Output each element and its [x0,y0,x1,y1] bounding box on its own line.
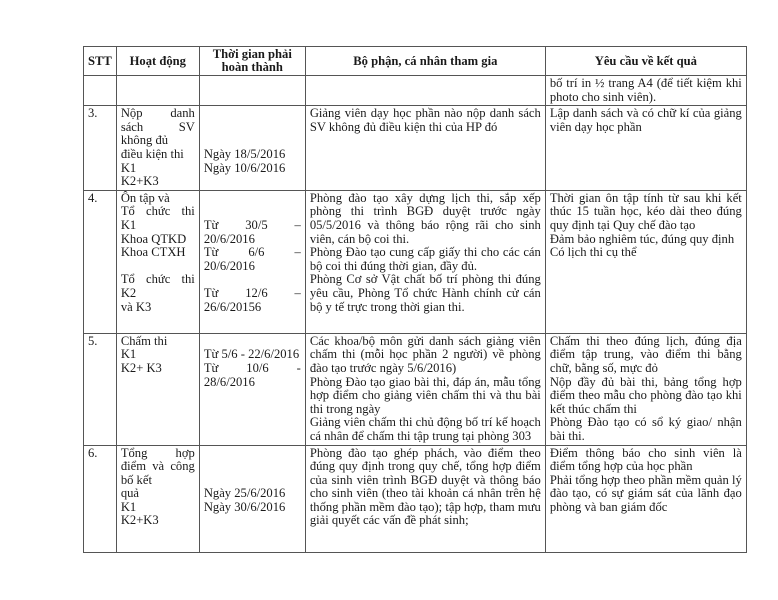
row-activity: Tổng hợp điểm và công bố kết quả K1 K2+K3 [115,444,200,553]
exam-schedule-table: STT Hoạt động Thời gian phải hoàn thành … [83,46,747,553]
cell-line: Từ 30/5 – 20/6/2016 [203,217,301,246]
row-time [198,74,306,107]
cell-line [204,134,301,148]
header-time: Thời gian phải hoàn thành [198,46,306,76]
cell-line: K2+K3 [120,513,159,528]
table-row: 4. Ôn tập và Tổ chức thi K1 Khoa QTKD Khoa C… [83,189,747,334]
cell-line [204,335,301,349]
cell-line: Ngày 30/6/2016 [203,499,286,514]
cell-line: Khoa QTKD [120,231,187,246]
cell-line: Ngày 18/5/2016 [203,146,286,161]
row-activity: Nộp danh sách SV không đủ điều kiện thi K1… [115,105,200,191]
cell-line [204,121,301,135]
row-results: Điểm thông báo cho sinh viên là điểm tổn… [544,444,747,553]
cell-line: bố trí in ½ trang A4 (để tiết kiệm khi p… [549,76,742,104]
row-stt: 6. [83,444,117,553]
row-participants: Phòng đào tạo ghép phách, vào điểm theo … [304,444,546,553]
row-time: Từ 30/5 – 20/6/2016 Từ 6/6 – 20/6/2016 Từ … [198,189,306,334]
row-results: Lập danh sách và có chữ kí của giảng viê… [544,105,747,191]
table-row: 6. Tổng hợp điểm và công bố kết quả K1 K2+K3… [83,444,747,553]
cell-line: K1 [120,160,137,175]
cell-line [204,107,301,121]
row-participants: Các khoa/bộ môn gửi danh sách giảng viên… [304,332,546,446]
row-stt: 5. [83,332,117,446]
cell-line: Từ 10/6 - 28/6/2016 [203,360,301,389]
cell-line: Từ 6/6 – 20/6/2016 [203,245,301,273]
row-activity [115,74,200,107]
cell-line: Điểm thông báo cho sinh viên là điểm tổn… [549,445,742,474]
header-activity: Hoạt động [115,46,200,76]
row-stt [83,74,117,107]
cell-line: Tổng hợp điểm và công bố kết [120,445,195,487]
cell-line: Từ 12/6 – [203,285,301,300]
table-row: 5. Chấm thi K1 K2+ K3 Từ 5/6 - 22/6/2016 Từ 1… [83,332,747,446]
cell-line: và K3 [120,299,152,314]
table-row: bố trí in ½ trang A4 (để tiết kiệm khi p… [83,74,747,107]
row-participants [304,74,546,107]
cell-line: K2+K3 [120,174,159,189]
cell-line: Có lịch thi cụ thể [549,245,637,260]
row-activity: Chấm thi K1 K2+ K3 [115,332,200,446]
cell-line [204,447,301,461]
row-participants: Phòng đào tạo xây dựng lịch thi, sắp xếp… [304,189,546,334]
header-results: Yêu cầu về kết quả [544,46,747,76]
cell-line: Ôn tập và [120,190,170,205]
cell-line [204,205,301,219]
row-time: Từ 5/6 - 22/6/2016 Từ 10/6 - 28/6/2016 [198,332,306,446]
cell-line: Nộp đầy đủ bài thi, bảng tổng hợp điểm t… [549,374,742,416]
cell-line: 26/6/20156 [203,299,262,314]
cell-line: K1 [120,347,137,362]
cell-line: Tổ chức thi K2 [120,272,195,300]
row-time: Ngày 18/5/2016 Ngày 10/6/2016 [198,105,306,191]
cell-line: Phòng Đào tạo có sổ ký giao/ nhận bài th… [549,415,742,443]
row-results: Chấm thi theo đúng lịch, đúng địa điểm t… [544,332,747,446]
row-participants: Giảng viên dạy học phần nào nộp danh sác… [304,105,546,191]
header-participants: Bộ phận, cá nhân tham gia [304,46,546,76]
cell-line: Lập danh sách và có chữ kí của giảng viê… [549,106,742,134]
cell-line: Phòng Đào tạo giao bài thi, đáp án, mẫu … [309,374,541,416]
cell-line: Phòng Cơ sở Vật chất bố trí phòng thi đú… [309,272,541,314]
cell-line [204,273,301,287]
cell-line: Đảm bảo nghiêm túc, đúng quy định [549,231,735,246]
cell-line: K1 [120,499,137,514]
row-stt: 4. [83,189,117,334]
header-row: STT Hoạt động Thời gian phải hoàn thành … [83,46,747,76]
cell-line: K2+ K3 [120,360,162,375]
header-stt: STT [83,46,117,76]
cell-line: Phòng Đào tạo cung cấp giấy thi cho các … [309,245,541,273]
cell-line: Nộp danh sách SV không đủ [120,106,195,148]
cell-line [204,474,301,488]
cell-line: Ngày 10/6/2016 [203,160,286,175]
cell-line: Phòng đào tạo ghép phách, vào điểm theo … [309,445,541,528]
cell-line: Từ 5/6 - 22/6/2016 [203,347,300,362]
row-activity: Ôn tập và Tổ chức thi K1 Khoa QTKD Khoa CTX… [115,189,200,334]
table-row: 3. Nộp danh sách SV không đủ điều kiện thi… [83,105,747,191]
cell-line: Các khoa/bộ môn gửi danh sách giảng viên… [309,333,541,375]
cell-line: Giảng viên dạy học phần nào nộp danh sác… [309,106,541,134]
cell-line [121,260,195,274]
cell-line: Ngày 25/6/2016 [203,486,286,501]
row-time: Ngày 25/6/2016 Ngày 30/6/2016 [198,444,306,553]
row-results: Thời gian ôn tập tính từ sau khi kết thú… [544,189,747,334]
cell-line: Giảng viên chấm thi chủ động bố trí kế h… [309,415,541,443]
cell-line: điều kiện thi [120,146,184,161]
cell-line: Chấm thi theo đúng lịch, đúng địa điểm t… [549,333,742,375]
cell-line: Phải tổng hợp theo phần mềm quản lý đào … [549,472,742,514]
cell-line: Tổ chức thi K1 [120,204,195,232]
cell-line [204,460,301,474]
cell-line: Phòng đào tạo xây dựng lịch thi, sắp xếp… [309,190,541,246]
cell-line [204,192,301,206]
cell-line: Thời gian ôn tập tính từ sau khi kết thú… [549,190,742,232]
cell-line: quả [120,486,139,501]
row-stt: 3. [83,105,117,191]
cell-line: Khoa CTXH [120,245,186,260]
cell-line: Chấm thi [120,333,168,348]
row-results: bố trí in ½ trang A4 (để tiết kiệm khi p… [544,74,747,107]
